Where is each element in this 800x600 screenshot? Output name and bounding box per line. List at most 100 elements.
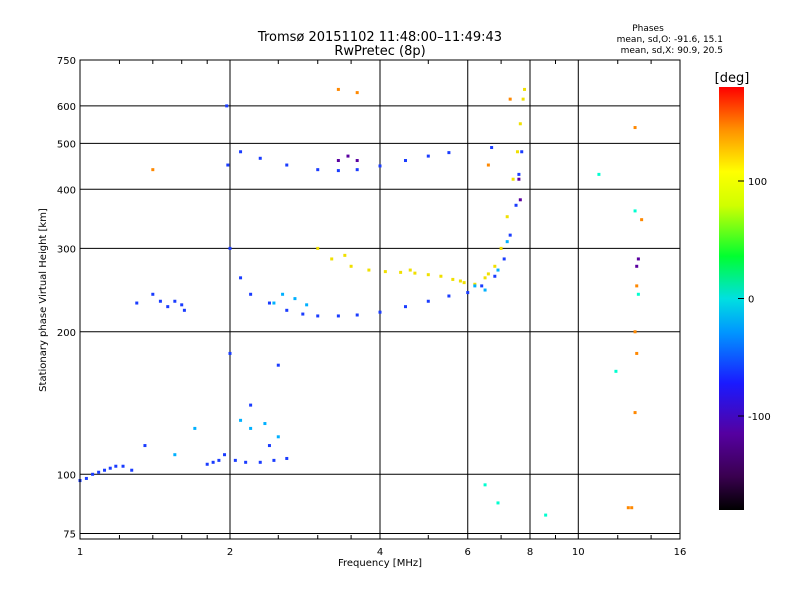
x-tick-label: 6 <box>465 547 471 558</box>
scatter-point <box>166 305 170 309</box>
scatter-point <box>316 246 320 250</box>
scatter-point <box>249 426 253 430</box>
scatter-point <box>285 163 289 167</box>
scatter-point <box>518 122 522 126</box>
scatter-point <box>330 257 334 261</box>
scatter-point <box>305 303 309 307</box>
scatter-point <box>490 146 494 150</box>
x-tick-label: 4 <box>377 547 383 558</box>
colorbar-tick-label: 0 <box>748 295 754 306</box>
scatter-point <box>636 292 640 296</box>
scatter-point <box>267 444 271 448</box>
scatter-point <box>239 276 243 280</box>
scatter-point <box>636 257 640 261</box>
scatter-point <box>223 453 227 457</box>
scatter-point <box>316 168 320 172</box>
scatter-point <box>523 87 527 91</box>
scatter-point <box>355 91 359 95</box>
scatter-point <box>151 292 155 296</box>
scatter-point <box>517 177 521 181</box>
scatter-point <box>336 87 340 91</box>
scatter-point <box>91 472 95 476</box>
scatter-point <box>508 97 512 101</box>
scatter-point <box>316 314 320 318</box>
scatter-point <box>633 209 637 213</box>
y-tick-label: 750 <box>57 56 76 67</box>
scatter-point <box>158 299 162 303</box>
scatter-point <box>403 305 407 309</box>
scatter-point <box>518 198 522 202</box>
scatter-point <box>211 460 215 464</box>
scatter-point <box>447 151 451 155</box>
scatter-point <box>301 312 305 316</box>
scatter-point <box>336 159 340 163</box>
scatter-point <box>383 270 387 274</box>
scatter-point <box>614 369 618 373</box>
scatter-point <box>355 168 359 172</box>
x-tick-label: 2 <box>227 547 233 558</box>
scatter-point <box>496 268 500 272</box>
scatter-point <box>272 458 276 462</box>
scatter-point <box>633 411 637 415</box>
colorbar-tick-label: -100 <box>748 412 771 423</box>
scatter-point <box>182 308 186 312</box>
scatter-point <box>466 291 470 295</box>
scatter-point <box>473 282 477 286</box>
scatter-point <box>263 422 267 426</box>
scatter-point <box>493 264 497 268</box>
scatter-point <box>343 253 347 257</box>
scatter-point <box>483 276 487 280</box>
stats-line-x: mean, sd,X: 90.9, 20.5 <box>621 46 723 56</box>
scatter-point <box>103 468 107 472</box>
colorbar-unit: [deg] <box>715 71 750 86</box>
scatter-point <box>462 281 466 285</box>
scatter-point <box>480 284 484 288</box>
scatter-point <box>499 246 503 250</box>
scatter-point <box>228 351 232 355</box>
scatter-point <box>635 351 639 355</box>
scatter-point <box>635 264 639 268</box>
scatter-point <box>514 203 518 207</box>
scatter-point <box>276 435 280 439</box>
scatter-point <box>355 313 359 317</box>
scatter-point <box>173 299 177 303</box>
scatter-point <box>544 513 548 517</box>
y-tick-label: 100 <box>57 470 76 481</box>
plot-frame <box>79 59 681 540</box>
scatter-point <box>193 426 197 430</box>
y-tick-label: 200 <box>57 328 76 339</box>
scatter-point <box>346 154 350 158</box>
scatter-point <box>502 257 506 261</box>
scatter-point <box>173 453 177 457</box>
y-axis-label: Stationary phase Virtual Height [km] <box>38 208 49 392</box>
scatter-point <box>114 464 118 468</box>
scatter-point <box>378 310 382 314</box>
colorbar-ticks: 100 0 -100 <box>738 177 771 423</box>
scatter-point <box>272 301 276 305</box>
scatter-point <box>228 246 232 250</box>
scatter-point <box>336 169 340 173</box>
scatter-point <box>249 292 253 296</box>
scatter-point <box>217 458 221 462</box>
scatter-point <box>276 363 280 367</box>
scatter-point <box>633 126 637 130</box>
scatter-point <box>108 466 112 470</box>
scatter-point <box>233 458 237 462</box>
scatter-point <box>408 268 412 272</box>
scatter-point <box>626 506 630 510</box>
y-tick-label: 300 <box>57 244 76 255</box>
scatter-point <box>493 274 497 278</box>
scatter-point <box>281 292 285 296</box>
scatter-point <box>367 268 371 272</box>
scatter-point <box>84 476 88 480</box>
scatter-point <box>496 501 500 505</box>
scatter-point <box>225 104 229 108</box>
y-tick-label: 400 <box>57 185 76 196</box>
y-axis-ticks: 75 100 200 300 400 500 600 750 <box>57 56 76 540</box>
scatter-point <box>205 462 209 466</box>
stats-heading: Phases <box>632 24 664 34</box>
y-tick-label: 600 <box>57 102 76 113</box>
scatter-point <box>249 403 253 407</box>
scatter-point <box>630 506 634 510</box>
